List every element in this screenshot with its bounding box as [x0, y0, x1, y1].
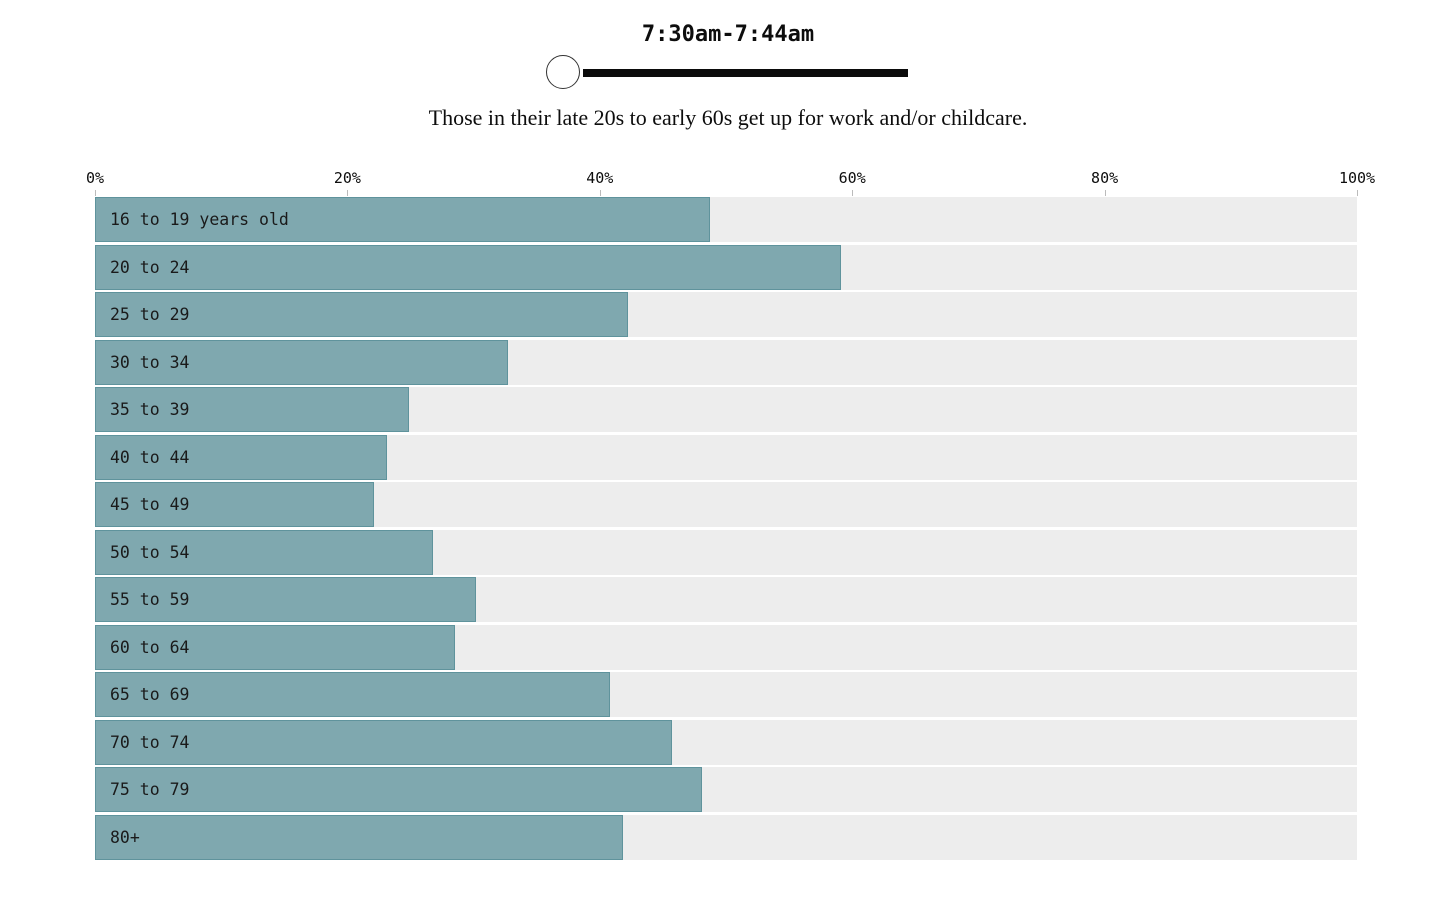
bar-row: 25 to 29	[95, 292, 1357, 337]
bar-row: 30 to 34	[95, 339, 1357, 385]
bar-row: 16 to 19 years old	[95, 197, 1357, 242]
axis-tick	[599, 190, 601, 196]
bar: 50 to 54	[95, 529, 434, 575]
bar-label: 25 to 29	[110, 305, 190, 324]
axis-tick	[852, 190, 854, 196]
x-axis: 0% 20% 40% 60% 80% 100%	[86, 169, 1375, 190]
bar: 35 to 39	[95, 387, 410, 432]
bar: 40 to 44	[95, 434, 387, 480]
bar-row: 40 to 44	[95, 434, 1357, 480]
bar-label: 45 to 49	[110, 495, 190, 514]
bar-label: 30 to 34	[110, 352, 190, 372]
bar-row: 35 to 39	[95, 387, 1357, 432]
slider-track[interactable]	[583, 69, 908, 77]
bar-row: 80+	[95, 814, 1357, 860]
x-axis-tick-label: 80%	[1091, 169, 1119, 187]
slider-handle[interactable]	[546, 55, 580, 89]
bar-row: 75 to 79	[95, 767, 1357, 812]
bar: 20 to 24	[95, 244, 841, 290]
bar: 45 to 49	[95, 482, 374, 527]
bar-label: 80+	[110, 827, 140, 847]
bar-label: 50 to 54	[110, 542, 190, 562]
x-axis-ticks	[95, 190, 1358, 197]
bar-rows: 16 to 19 years old 20 to 24 25 to 29 30 …	[95, 197, 1357, 860]
axis-tick	[347, 190, 349, 196]
x-axis-tick-label: 40%	[586, 169, 614, 187]
bar-label: 70 to 74	[110, 732, 190, 752]
bar: 25 to 29	[95, 292, 628, 337]
bar-row: 65 to 69	[95, 672, 1357, 717]
bar-label: 65 to 69	[110, 685, 190, 704]
bar: 60 to 64	[95, 624, 455, 670]
bar-label: 16 to 19 years old	[110, 210, 289, 229]
x-axis-tick-label: 0%	[85, 169, 105, 187]
bar-label: 60 to 64	[110, 637, 190, 657]
bar-label: 55 to 59	[110, 590, 190, 609]
axis-tick	[95, 190, 96, 196]
axis-tick	[1104, 190, 1106, 196]
x-axis-tick-label: 20%	[333, 169, 361, 187]
bar-row: 50 to 54	[95, 529, 1357, 575]
time-range-label: 7:30am-7:44am	[641, 22, 815, 47]
axis-tick	[1357, 190, 1358, 196]
bar-label: 75 to 79	[110, 780, 190, 799]
x-axis-tick-label: 60%	[838, 169, 866, 187]
bar: 16 to 19 years old	[95, 197, 710, 242]
bar-row: 20 to 24	[95, 244, 1357, 290]
bar-label: 20 to 24	[110, 257, 190, 277]
bar: 70 to 74	[95, 719, 672, 765]
bar-chart: 0% 20% 40% 60% 80% 100% 16 to 19 years o…	[86, 169, 1375, 862]
bar: 80+	[95, 814, 623, 860]
time-slider[interactable]	[546, 54, 910, 94]
bar: 30 to 34	[95, 339, 508, 385]
bar: 55 to 59	[95, 577, 477, 622]
bar-label: 40 to 44	[110, 447, 190, 467]
bar: 75 to 79	[95, 767, 703, 812]
chart-subtitle: Those in their late 20s to early 60s get…	[428, 105, 1028, 130]
bar: 65 to 69	[95, 672, 610, 717]
bar-row: 45 to 49	[95, 482, 1357, 527]
x-axis-tick-label: 100%	[1338, 169, 1376, 187]
bar-row: 55 to 59	[95, 577, 1357, 622]
bar-row: 70 to 74	[95, 719, 1357, 765]
bar-label: 35 to 39	[110, 400, 190, 419]
bar-row: 60 to 64	[95, 624, 1357, 670]
